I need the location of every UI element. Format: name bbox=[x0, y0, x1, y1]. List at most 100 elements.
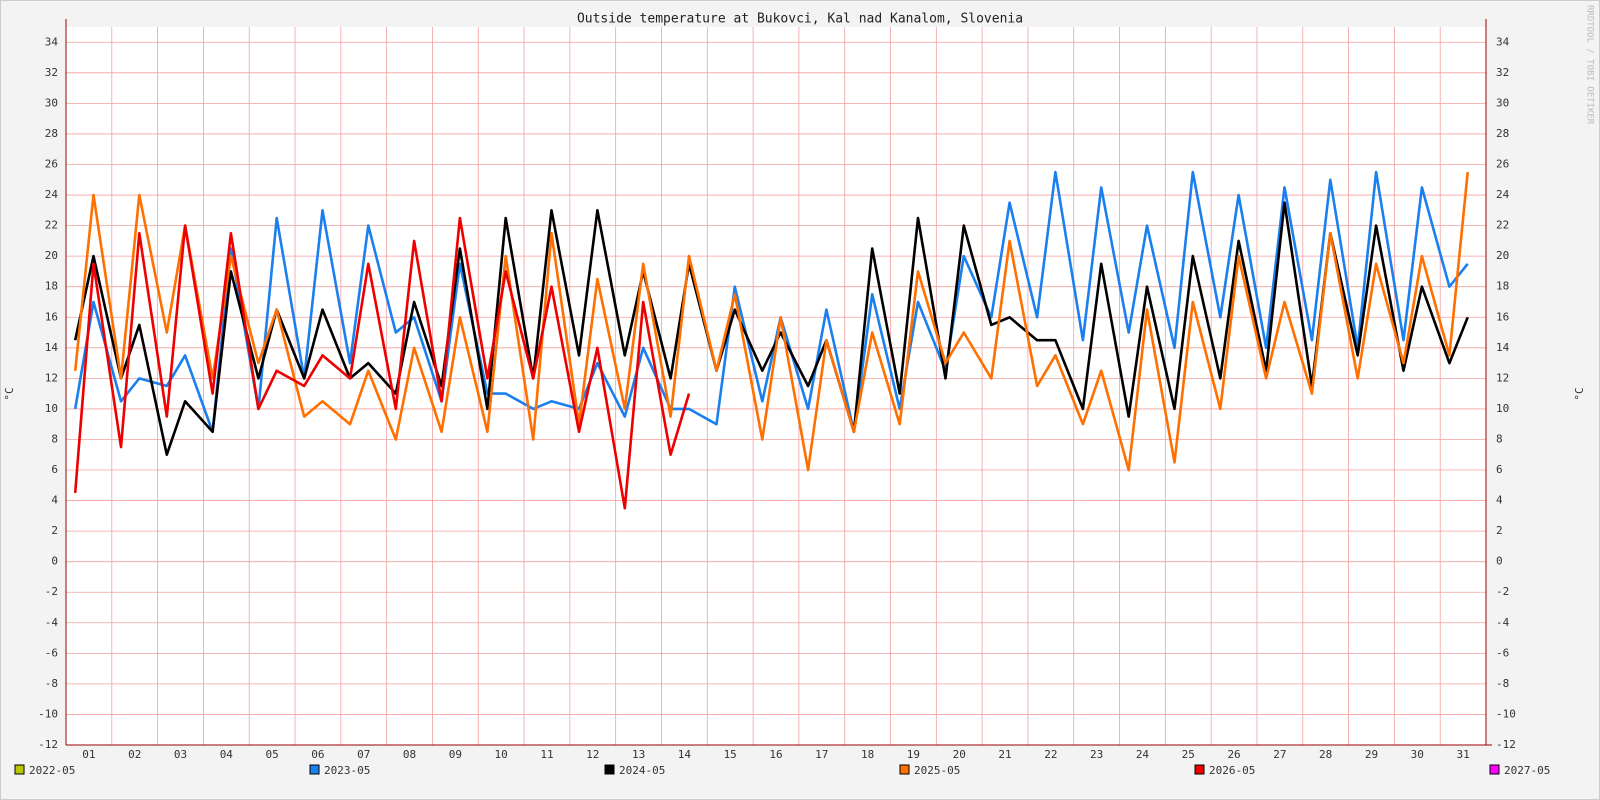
y-tick-label: 0 bbox=[51, 555, 58, 568]
x-tick-label: 04 bbox=[220, 748, 234, 761]
y2-tick-label: 14 bbox=[1496, 341, 1510, 354]
x-tick-label: 30 bbox=[1411, 748, 1424, 761]
x-tick-label: 28 bbox=[1319, 748, 1332, 761]
series-line bbox=[73, 201, 1469, 456]
x-tick-label: 12 bbox=[586, 748, 599, 761]
x-tick-label: 15 bbox=[724, 748, 737, 761]
y-tick-label: 20 bbox=[45, 249, 58, 262]
x-tick-label: 06 bbox=[311, 748, 324, 761]
y-tick-label: -4 bbox=[45, 616, 59, 629]
y2-tick-label: 22 bbox=[1496, 219, 1509, 232]
y2-tick-label: 20 bbox=[1496, 249, 1509, 262]
x-tick-label: 17 bbox=[815, 748, 828, 761]
legend-swatch bbox=[309, 764, 320, 775]
x-tick-label: 20 bbox=[953, 748, 966, 761]
y-tick-label: 14 bbox=[45, 341, 59, 354]
y2-tick-label: -12 bbox=[1496, 738, 1516, 751]
x-tick-label: 31 bbox=[1456, 748, 1469, 761]
x-tick-label: 07 bbox=[357, 748, 370, 761]
y2-tick-label: 30 bbox=[1496, 96, 1509, 109]
y2-tick-label: -8 bbox=[1496, 677, 1509, 690]
legend-label: 2026-05 bbox=[1209, 764, 1255, 777]
y2-tick-label: 8 bbox=[1496, 432, 1503, 445]
y-tick-label: -10 bbox=[38, 707, 58, 720]
y2-tick-label: 32 bbox=[1496, 66, 1509, 79]
y2-tick-label: -10 bbox=[1496, 707, 1516, 720]
legend-label: 2022-05 bbox=[29, 764, 75, 777]
y-tick-label: 10 bbox=[45, 402, 58, 415]
x-tick-label: 03 bbox=[174, 748, 187, 761]
x-tick-label: 22 bbox=[1044, 748, 1057, 761]
y-tick-label: 6 bbox=[51, 463, 58, 476]
y2-tick-label: 6 bbox=[1496, 463, 1503, 476]
y-tick-label: -6 bbox=[45, 646, 58, 659]
series-line bbox=[73, 171, 1469, 472]
x-tick-label: 02 bbox=[128, 748, 141, 761]
y-tick-label: 32 bbox=[45, 66, 58, 79]
x-tick-label: 24 bbox=[1136, 748, 1150, 761]
axes: -12 -12-10 -10-8 -8-6 -6-4 -4-2 -20 02 24 46 68 810… bbox=[38, 19, 1516, 761]
y2-tick-label: 18 bbox=[1496, 280, 1509, 293]
x-tick-label: 21 bbox=[998, 748, 1011, 761]
x-tick-label: 08 bbox=[403, 748, 416, 761]
legend-swatch bbox=[899, 764, 910, 775]
plot-area bbox=[66, 27, 1486, 745]
y2-tick-label: 12 bbox=[1496, 371, 1509, 384]
x-tick-label: 18 bbox=[861, 748, 874, 761]
y2-tick-label: 34 bbox=[1496, 35, 1510, 48]
y-tick-label: 2 bbox=[51, 524, 58, 537]
x-tick-label: 25 bbox=[1182, 748, 1195, 761]
legend-label: 2025-05 bbox=[914, 764, 960, 777]
x-tick-label: 10 bbox=[495, 748, 508, 761]
credit: RRDTOOL / TOBI OETIKER bbox=[1585, 5, 1595, 125]
y2-tick-label: 16 bbox=[1496, 310, 1509, 323]
y-tick-label: 18 bbox=[45, 280, 58, 293]
legend-swatch bbox=[1489, 764, 1500, 775]
legend: 2022-05 2023-05 2024-05 2025-05 2026-05 2027-… bbox=[14, 764, 1550, 777]
y-tick-label: 22 bbox=[45, 219, 58, 232]
legend-label: 2023-05 bbox=[324, 764, 370, 777]
x-tick-label: 13 bbox=[632, 748, 645, 761]
legend-swatch bbox=[1194, 764, 1205, 775]
x-tick-label: 09 bbox=[449, 748, 462, 761]
legend-label: 2027-05 bbox=[1504, 764, 1550, 777]
y-tick-label: 24 bbox=[45, 188, 59, 201]
y2-tick-label: -4 bbox=[1496, 616, 1510, 629]
y2-tick-label: 0 bbox=[1496, 555, 1503, 568]
x-tick-label: 26 bbox=[1227, 748, 1240, 761]
x-tick-label: 01 bbox=[82, 748, 95, 761]
y-tick-label: 30 bbox=[45, 96, 58, 109]
lines bbox=[73, 170, 1469, 510]
y2-tick-label: 24 bbox=[1496, 188, 1510, 201]
y-tick-label: -2 bbox=[45, 585, 58, 598]
chart-title: Outside temperature at Bukovci, Kal nad … bbox=[577, 12, 1023, 27]
legend-swatch bbox=[14, 764, 25, 775]
y-axis-label: °C bbox=[3, 387, 16, 400]
x-tick-label: 05 bbox=[266, 748, 279, 761]
y2-tick-label: -2 bbox=[1496, 585, 1509, 598]
x-tick-label: 19 bbox=[907, 748, 920, 761]
y-tick-label: -12 bbox=[38, 738, 58, 751]
y-tick-label: 28 bbox=[45, 127, 58, 140]
legend-swatch bbox=[604, 764, 615, 775]
y-tick-label: 26 bbox=[45, 157, 58, 170]
y2-tick-label: 28 bbox=[1496, 127, 1509, 140]
y2-tick-label: -6 bbox=[1496, 646, 1509, 659]
y2-tick-label: 10 bbox=[1496, 402, 1509, 415]
x-tick-label: 23 bbox=[1090, 748, 1103, 761]
y2-axis-label: °C bbox=[1573, 387, 1586, 400]
y2-tick-label: 2 bbox=[1496, 524, 1503, 537]
series-line bbox=[73, 216, 691, 510]
y-tick-label: 12 bbox=[45, 371, 58, 384]
x-tick-label: 16 bbox=[769, 748, 782, 761]
y-tick-label: 4 bbox=[51, 494, 58, 507]
y2-tick-label: 4 bbox=[1496, 494, 1503, 507]
x-tick-label: 27 bbox=[1273, 748, 1286, 761]
x-tick-label: 29 bbox=[1365, 748, 1378, 761]
y-tick-label: -8 bbox=[45, 677, 58, 690]
legend-label: 2024-05 bbox=[619, 764, 665, 777]
x-tick-label: 11 bbox=[540, 748, 553, 761]
y-tick-label: 8 bbox=[51, 432, 58, 445]
series-line bbox=[73, 170, 1469, 434]
